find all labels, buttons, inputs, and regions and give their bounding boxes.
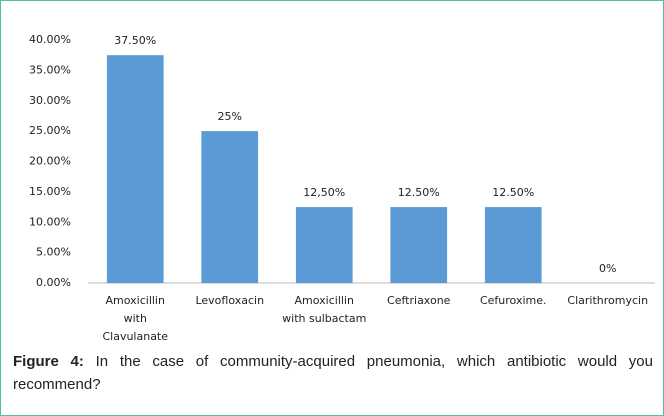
y-tick-label: 30.00% xyxy=(29,94,71,107)
y-tick-label: 0.00% xyxy=(36,276,71,289)
y-tick-label: 20.00% xyxy=(29,155,71,168)
caption: Figure 4: In the case of community-acqui… xyxy=(13,350,653,396)
data-label: 12.50% xyxy=(492,186,534,199)
x-tick-label: Levofloxacin xyxy=(195,294,264,307)
data-label: 12.50% xyxy=(398,186,440,199)
y-tick-label: 15.00% xyxy=(29,185,71,198)
data-label: 25% xyxy=(218,110,242,123)
y-tick-label: 35.00% xyxy=(29,63,71,76)
bar xyxy=(201,131,259,283)
data-label: 0% xyxy=(599,262,616,275)
bar xyxy=(390,207,448,283)
y-tick-label: 40.00% xyxy=(29,33,71,46)
x-tick-label: Amoxicillin with sulbactam xyxy=(282,294,366,325)
caption-label: Figure 4: xyxy=(13,353,84,370)
y-tick-label: 10.00% xyxy=(29,215,71,228)
y-tick-label: 25.00% xyxy=(29,124,71,137)
x-tick-label: Amoxicillin with Clavulanate xyxy=(102,294,168,343)
x-tick-label: Ceftriaxone xyxy=(387,294,451,307)
chart: 0.00% 5.00% 10.00% 15.00% 20.00% 25.00% 30.00%… xyxy=(29,33,655,343)
bar xyxy=(106,55,164,283)
x-tick-label: Cefuroxime. xyxy=(480,294,547,307)
data-label: 12,50% xyxy=(303,186,345,199)
data-label: 37.50% xyxy=(114,34,156,47)
y-tick-label: 5.00% xyxy=(36,246,71,259)
caption-text: In the case of community-acquired pneumo… xyxy=(13,353,653,393)
bar xyxy=(295,207,353,283)
bar xyxy=(484,207,542,283)
x-tick-label: Clarithromycin xyxy=(567,294,648,307)
